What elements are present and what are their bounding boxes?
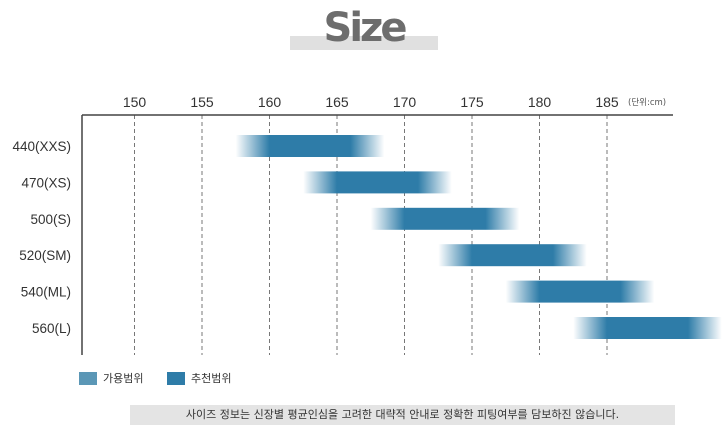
legend-swatch-available	[79, 371, 97, 385]
title-block: Size	[288, 6, 440, 50]
bars-group	[235, 135, 722, 339]
x-tick-label: 180	[528, 94, 552, 110]
size-range-bar	[438, 244, 587, 267]
size-range-bar	[505, 280, 655, 303]
size-label: 560(L)	[32, 321, 71, 336]
x-tick-label: 155	[190, 94, 214, 110]
x-tick-label: 170	[393, 94, 417, 110]
size-range-bar	[370, 207, 520, 230]
size-label: 470(XS)	[21, 175, 71, 190]
unit-label: (단위:cm)	[628, 97, 666, 108]
footnote: 사이즈 정보는 신장별 평균인심을 고려한 대략적 안내로 정확한 피팅여부를 …	[130, 405, 675, 425]
size-range-bar	[303, 171, 452, 194]
size-range-bar	[573, 317, 722, 339]
x-tick-label: 150	[123, 94, 147, 110]
size-label: 520(SM)	[19, 248, 71, 263]
page-title: Size	[323, 5, 408, 51]
title-underline	[290, 36, 438, 50]
legend-item-available: 가용범위	[79, 371, 143, 385]
legend-label-recommended: 추천범위	[191, 372, 232, 385]
legend-label-available: 가용범위	[103, 372, 144, 385]
legend-item-recommended: 추천범위	[167, 371, 231, 385]
x-tick-label: 160	[258, 94, 282, 110]
size-label: 440(XXS)	[12, 139, 71, 154]
x-tick-label: 175	[460, 94, 484, 110]
x-tick-label: 165	[325, 94, 349, 110]
size-range-chart: 150 155 160 165 170 175 180 185 (단위:cm) 440(XXS) 4…	[12, 94, 722, 355]
size-range-bar	[235, 135, 385, 157]
size-label: 540(ML)	[21, 285, 71, 300]
size-label: 500(S)	[30, 212, 71, 227]
legend-swatch-recommended	[167, 371, 185, 385]
x-tick-label: 185	[595, 94, 619, 110]
